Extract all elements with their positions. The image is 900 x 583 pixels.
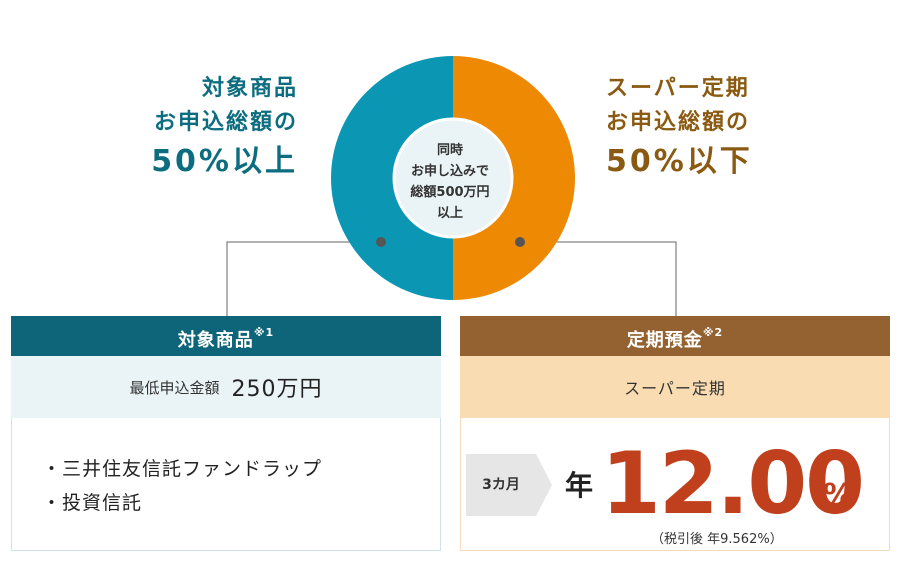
time-deposit-card-header: 定期預金※2 (460, 316, 890, 356)
minimum-amount-value: 250万円 (231, 377, 323, 402)
donut-center-label: 同時 お申し込みで 総額500万円 以上 (390, 140, 510, 224)
heading-line: スーパー定期 (606, 76, 750, 101)
plan-name: スーパー定期 (624, 379, 726, 398)
target-products-segment (331, 56, 453, 300)
term-label: 3カ月 (482, 477, 520, 493)
left-connector (226, 241, 381, 316)
footnote-mark: ※2 (702, 326, 724, 339)
center-line: 以上 (436, 206, 463, 221)
heading-line: 対象商品 (201, 76, 298, 101)
heading-percentage: 50%以上 (151, 144, 298, 179)
heading-line: お申込総額の (606, 110, 751, 135)
per-year-label: 年 (565, 469, 594, 502)
after-tax-note: （税引後 年9.562%） (651, 532, 783, 547)
right-connector (520, 241, 677, 316)
percent-sign: % (823, 478, 854, 513)
target-products-heading: 対象商品 お申込総額の 50%以上 (60, 72, 298, 184)
rate-panel: 3カ月 年 12.00 % （税引後 年9.562%） (460, 418, 890, 551)
card-title: 対象商品 (177, 330, 254, 351)
super-teiki-heading: スーパー定期 お申込総額の 50%以下 (606, 72, 866, 184)
center-line: 総額500万円 (410, 185, 490, 200)
target-products-card-header: 対象商品※1 (11, 316, 441, 356)
left-marker-dot (376, 237, 386, 247)
term-arrow-tag (466, 454, 552, 516)
donut-center (392, 117, 514, 239)
right-marker-dot (515, 237, 525, 247)
product-list: ・三井住友信託ファンドラップ ・投資信託 (11, 418, 441, 551)
plan-row: スーパー定期 (460, 356, 890, 418)
interest-rate: 12.00 (601, 434, 865, 534)
target-products-card: 対象商品※1 最低申込金額 250万円 ・三井住友信託ファンドラップ ・投資信託 (11, 316, 441, 551)
center-line: 同時 (436, 143, 463, 158)
card-title: 定期預金 (626, 330, 703, 351)
heading-percentage: 50%以下 (606, 144, 753, 179)
super-teiki-segment (453, 56, 575, 300)
heading-line: お申込総額の (153, 110, 298, 135)
allocation-donut (331, 56, 575, 300)
minimum-amount-row: 最低申込金額 250万円 (11, 356, 441, 418)
time-deposit-card: 定期預金※2 スーパー定期 3カ月 年 12.00 % （税引後 年9.562%… (460, 316, 890, 551)
minimum-amount-label: 最低申込金額 (129, 378, 220, 397)
list-item: ・三井住友信託ファンドラップ (42, 458, 323, 480)
footnote-mark: ※1 (253, 326, 275, 339)
list-item: ・投資信託 (42, 492, 143, 514)
center-line: お申し込みで (410, 164, 489, 179)
